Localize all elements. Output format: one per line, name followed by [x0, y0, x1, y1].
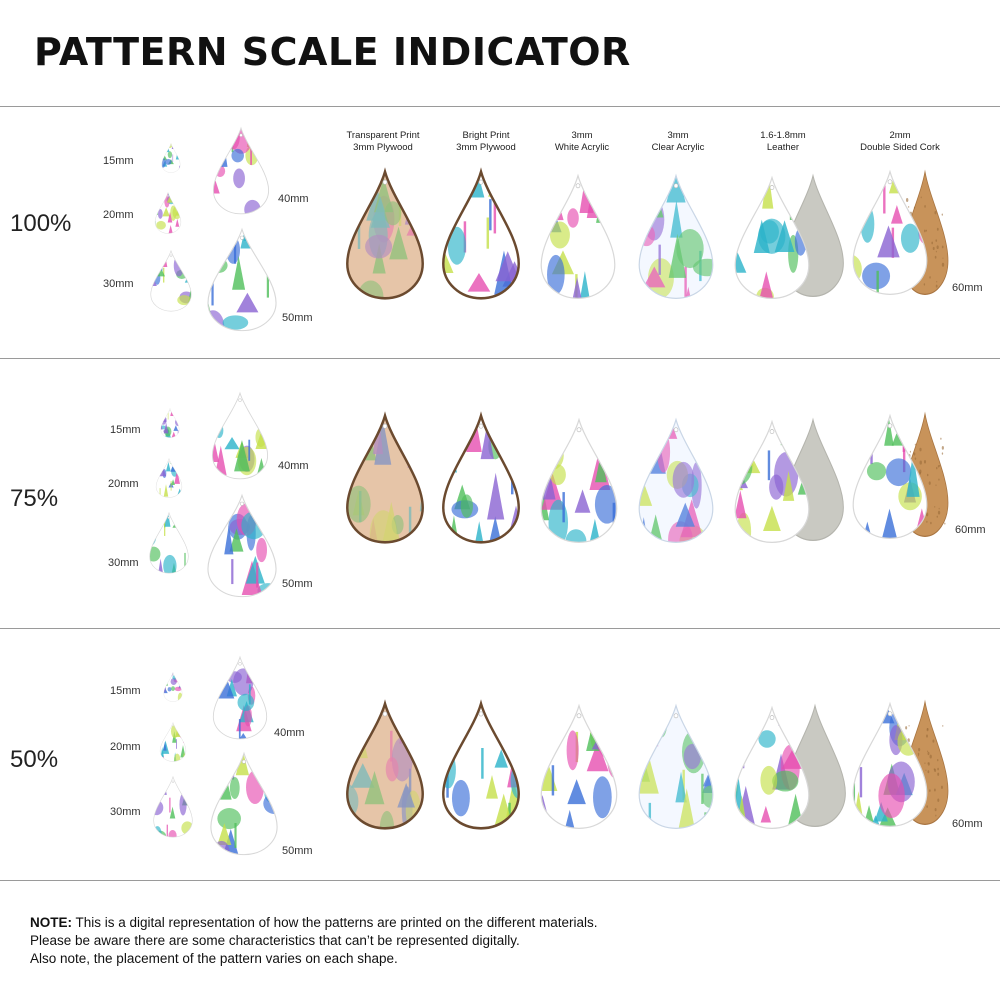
teardrop-40mm — [211, 655, 269, 740]
size-label-50mm: 50mm — [282, 312, 313, 324]
teardrop-clear-acrylic — [636, 703, 716, 830]
size-label-60mm: 60mm — [952, 282, 983, 294]
size-label-15mm: 15mm — [103, 155, 134, 167]
teardrop-20mm — [154, 191, 182, 234]
column-header-line2: Double Sided Cork — [860, 142, 940, 153]
teardrop-white-acrylic — [538, 703, 620, 830]
note-line-3: Also note, the placement of the pattern … — [30, 951, 398, 966]
size-label-60mm: 60mm — [955, 524, 986, 536]
column-header-line1: 3mm — [667, 130, 689, 141]
column-header-line2: Leather — [766, 142, 800, 153]
column-header-line1: Bright Print — [462, 130, 510, 141]
size-label-40mm: 40mm — [274, 727, 305, 739]
size-label-50mm: 50mm — [282, 845, 313, 857]
teardrop-white-acrylic — [538, 417, 620, 544]
teardrop-15mm — [160, 407, 180, 438]
teardrop-bright-plywood — [440, 411, 522, 544]
column-header-leather: 1.6-1.8mm Leather — [728, 130, 838, 154]
column-header-line2: 3mm Plywood — [353, 142, 413, 153]
teardrop-50mm — [205, 493, 279, 598]
divider — [0, 358, 1000, 359]
column-header-line2: 3mm Plywood — [456, 142, 516, 153]
column-header-cork: 2mm Double Sided Cork — [845, 130, 955, 154]
page-title: PATTERN SCALE INDICATOR — [34, 30, 631, 74]
column-header-line1: 1.6-1.8mm — [760, 130, 806, 141]
column-header-white-acrylic: 3mm White Acrylic — [527, 130, 637, 154]
size-label-50mm: 50mm — [282, 578, 313, 590]
size-label-20mm: 20mm — [103, 209, 134, 221]
note-line-2: Please be aware there are some character… — [30, 933, 520, 948]
teardrop-white-acrylic — [538, 173, 618, 300]
teardrop-15mm — [163, 671, 183, 702]
column-header-line2: Clear Acrylic — [651, 142, 705, 153]
teardrop-leather-front — [732, 705, 812, 830]
teardrop-cork-front — [850, 413, 930, 540]
size-label-15mm: 15mm — [110, 424, 141, 436]
teardrop-20mm — [155, 457, 183, 498]
column-header-transparent-plywood: Transparent Print 3mm Plywood — [328, 130, 438, 154]
teardrop-leather-front — [732, 175, 812, 300]
teardrop-transparent-plywood — [344, 411, 426, 544]
teardrop-30mm — [149, 249, 193, 312]
column-header-line1: 2mm — [889, 130, 911, 141]
size-label-30mm: 30mm — [103, 278, 134, 290]
note-label: NOTE: — [30, 915, 72, 930]
teardrop-bright-plywood — [440, 699, 522, 830]
size-label-40mm: 40mm — [278, 460, 309, 472]
divider — [0, 628, 1000, 629]
divider — [0, 106, 1000, 107]
divider — [0, 880, 1000, 881]
teardrop-30mm — [148, 511, 190, 574]
teardrop-transparent-plywood — [344, 167, 426, 300]
teardrop-40mm — [211, 126, 271, 215]
size-label-20mm: 20mm — [108, 478, 139, 490]
size-label-20mm: 20mm — [110, 741, 141, 753]
size-label-30mm: 30mm — [108, 557, 139, 569]
teardrop-leather-front — [732, 419, 812, 544]
disclaimer-note: NOTE: This is a digital representation o… — [30, 914, 598, 968]
teardrop-40mm — [210, 391, 270, 480]
teardrop-20mm — [159, 721, 187, 762]
column-header-bright-plywood: Bright Print 3mm Plywood — [431, 130, 541, 154]
size-label-30mm: 30mm — [110, 806, 141, 818]
teardrop-clear-acrylic — [636, 173, 716, 300]
column-header-line2: White Acrylic — [554, 142, 610, 153]
scale-label: 75% — [10, 485, 59, 512]
scale-label: 100% — [10, 210, 72, 237]
teardrop-30mm — [152, 775, 194, 838]
teardrop-transparent-plywood — [344, 699, 426, 830]
teardrop-bright-plywood — [440, 167, 522, 300]
teardrop-clear-acrylic — [636, 417, 716, 544]
column-header-line1: 3mm — [571, 130, 593, 141]
column-header-clear-acrylic: 3mm Clear Acrylic — [623, 130, 733, 154]
teardrop-cork-front — [850, 701, 930, 828]
size-label-15mm: 15mm — [110, 685, 141, 697]
teardrop-50mm — [205, 227, 279, 332]
column-header-line1: Transparent Print — [346, 130, 420, 141]
note-line-1: This is a digital representation of how … — [72, 915, 598, 930]
size-label-60mm: 60mm — [952, 818, 983, 830]
teardrop-50mm — [208, 751, 280, 856]
teardrop-cork-front — [850, 169, 930, 296]
size-label-40mm: 40mm — [278, 193, 309, 205]
teardrop-15mm — [161, 142, 181, 173]
scale-label: 50% — [10, 746, 59, 773]
